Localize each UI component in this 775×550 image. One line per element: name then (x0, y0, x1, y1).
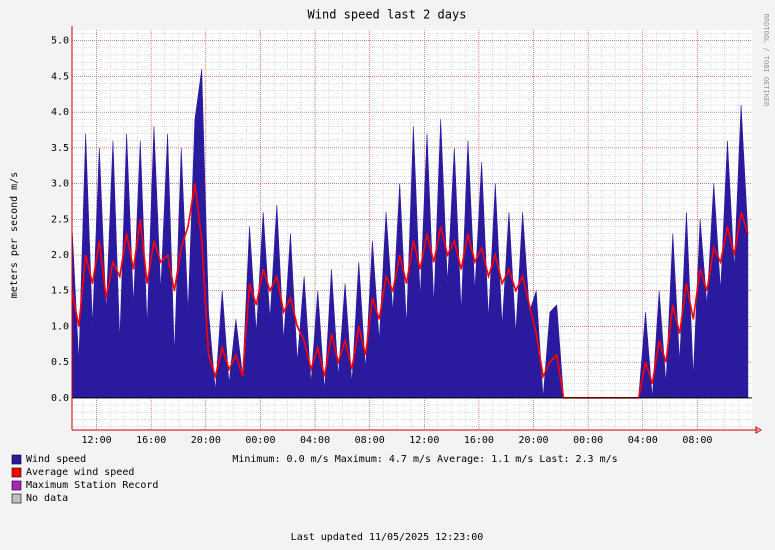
stats: Minimum: 0.0 m/s Maximum: 4.7 m/s Averag… (232, 454, 617, 465)
legend-swatch (11, 467, 22, 478)
x-tick-label: 04:00 (628, 435, 658, 446)
y-tick-label: 4.0 (51, 107, 69, 118)
wind-area (71, 69, 749, 399)
legend-label: No data (26, 493, 68, 504)
y-tick-label: 3.5 (51, 143, 69, 154)
x-tick-label: 00:00 (245, 435, 275, 446)
legend-swatch (11, 480, 22, 491)
x-tick-label: 12:00 (82, 435, 112, 446)
y-axis-label: meters per second m/s (9, 172, 20, 298)
legend-label: Maximum Station Record (26, 480, 158, 491)
footer: Last updated 11/05/2025 12:23:00 (291, 532, 484, 543)
legend-label: Wind speed (26, 454, 86, 465)
legend-swatch (11, 493, 22, 504)
x-tick-label: 08:00 (355, 435, 385, 446)
y-tick-label: 2.5 (51, 214, 69, 225)
x-tick-label: 16:00 (136, 435, 166, 446)
y-tick-label: 0.5 (51, 357, 69, 368)
x-tick-label: 20:00 (191, 435, 221, 446)
y-tick-label: 0.0 (51, 393, 69, 404)
y-tick-label: 5.0 (51, 36, 69, 47)
x-tick-label: 08:00 (682, 435, 712, 446)
legend-label: Average wind speed (26, 467, 134, 478)
legend-swatch (11, 454, 22, 465)
chart-title: Wind speed last 2 days (308, 8, 467, 22)
y-tick-label: 3.0 (51, 179, 69, 190)
y-tick-label: 1.0 (51, 321, 69, 332)
x-tick-label: 00:00 (573, 435, 603, 446)
side-text: RRDTOOL / TOBI OETIKER (762, 14, 770, 108)
x-tick-label: 16:00 (464, 435, 494, 446)
x-tick-label: 20:00 (518, 435, 548, 446)
x-tick-label: 12:00 (409, 435, 439, 446)
y-tick-label: 1.5 (51, 286, 69, 297)
x-tick-label: 04:00 (300, 435, 330, 446)
y-tick-label: 4.5 (51, 71, 69, 82)
y-tick-label: 2.0 (51, 250, 69, 261)
x-axis-arrow (755, 426, 762, 434)
